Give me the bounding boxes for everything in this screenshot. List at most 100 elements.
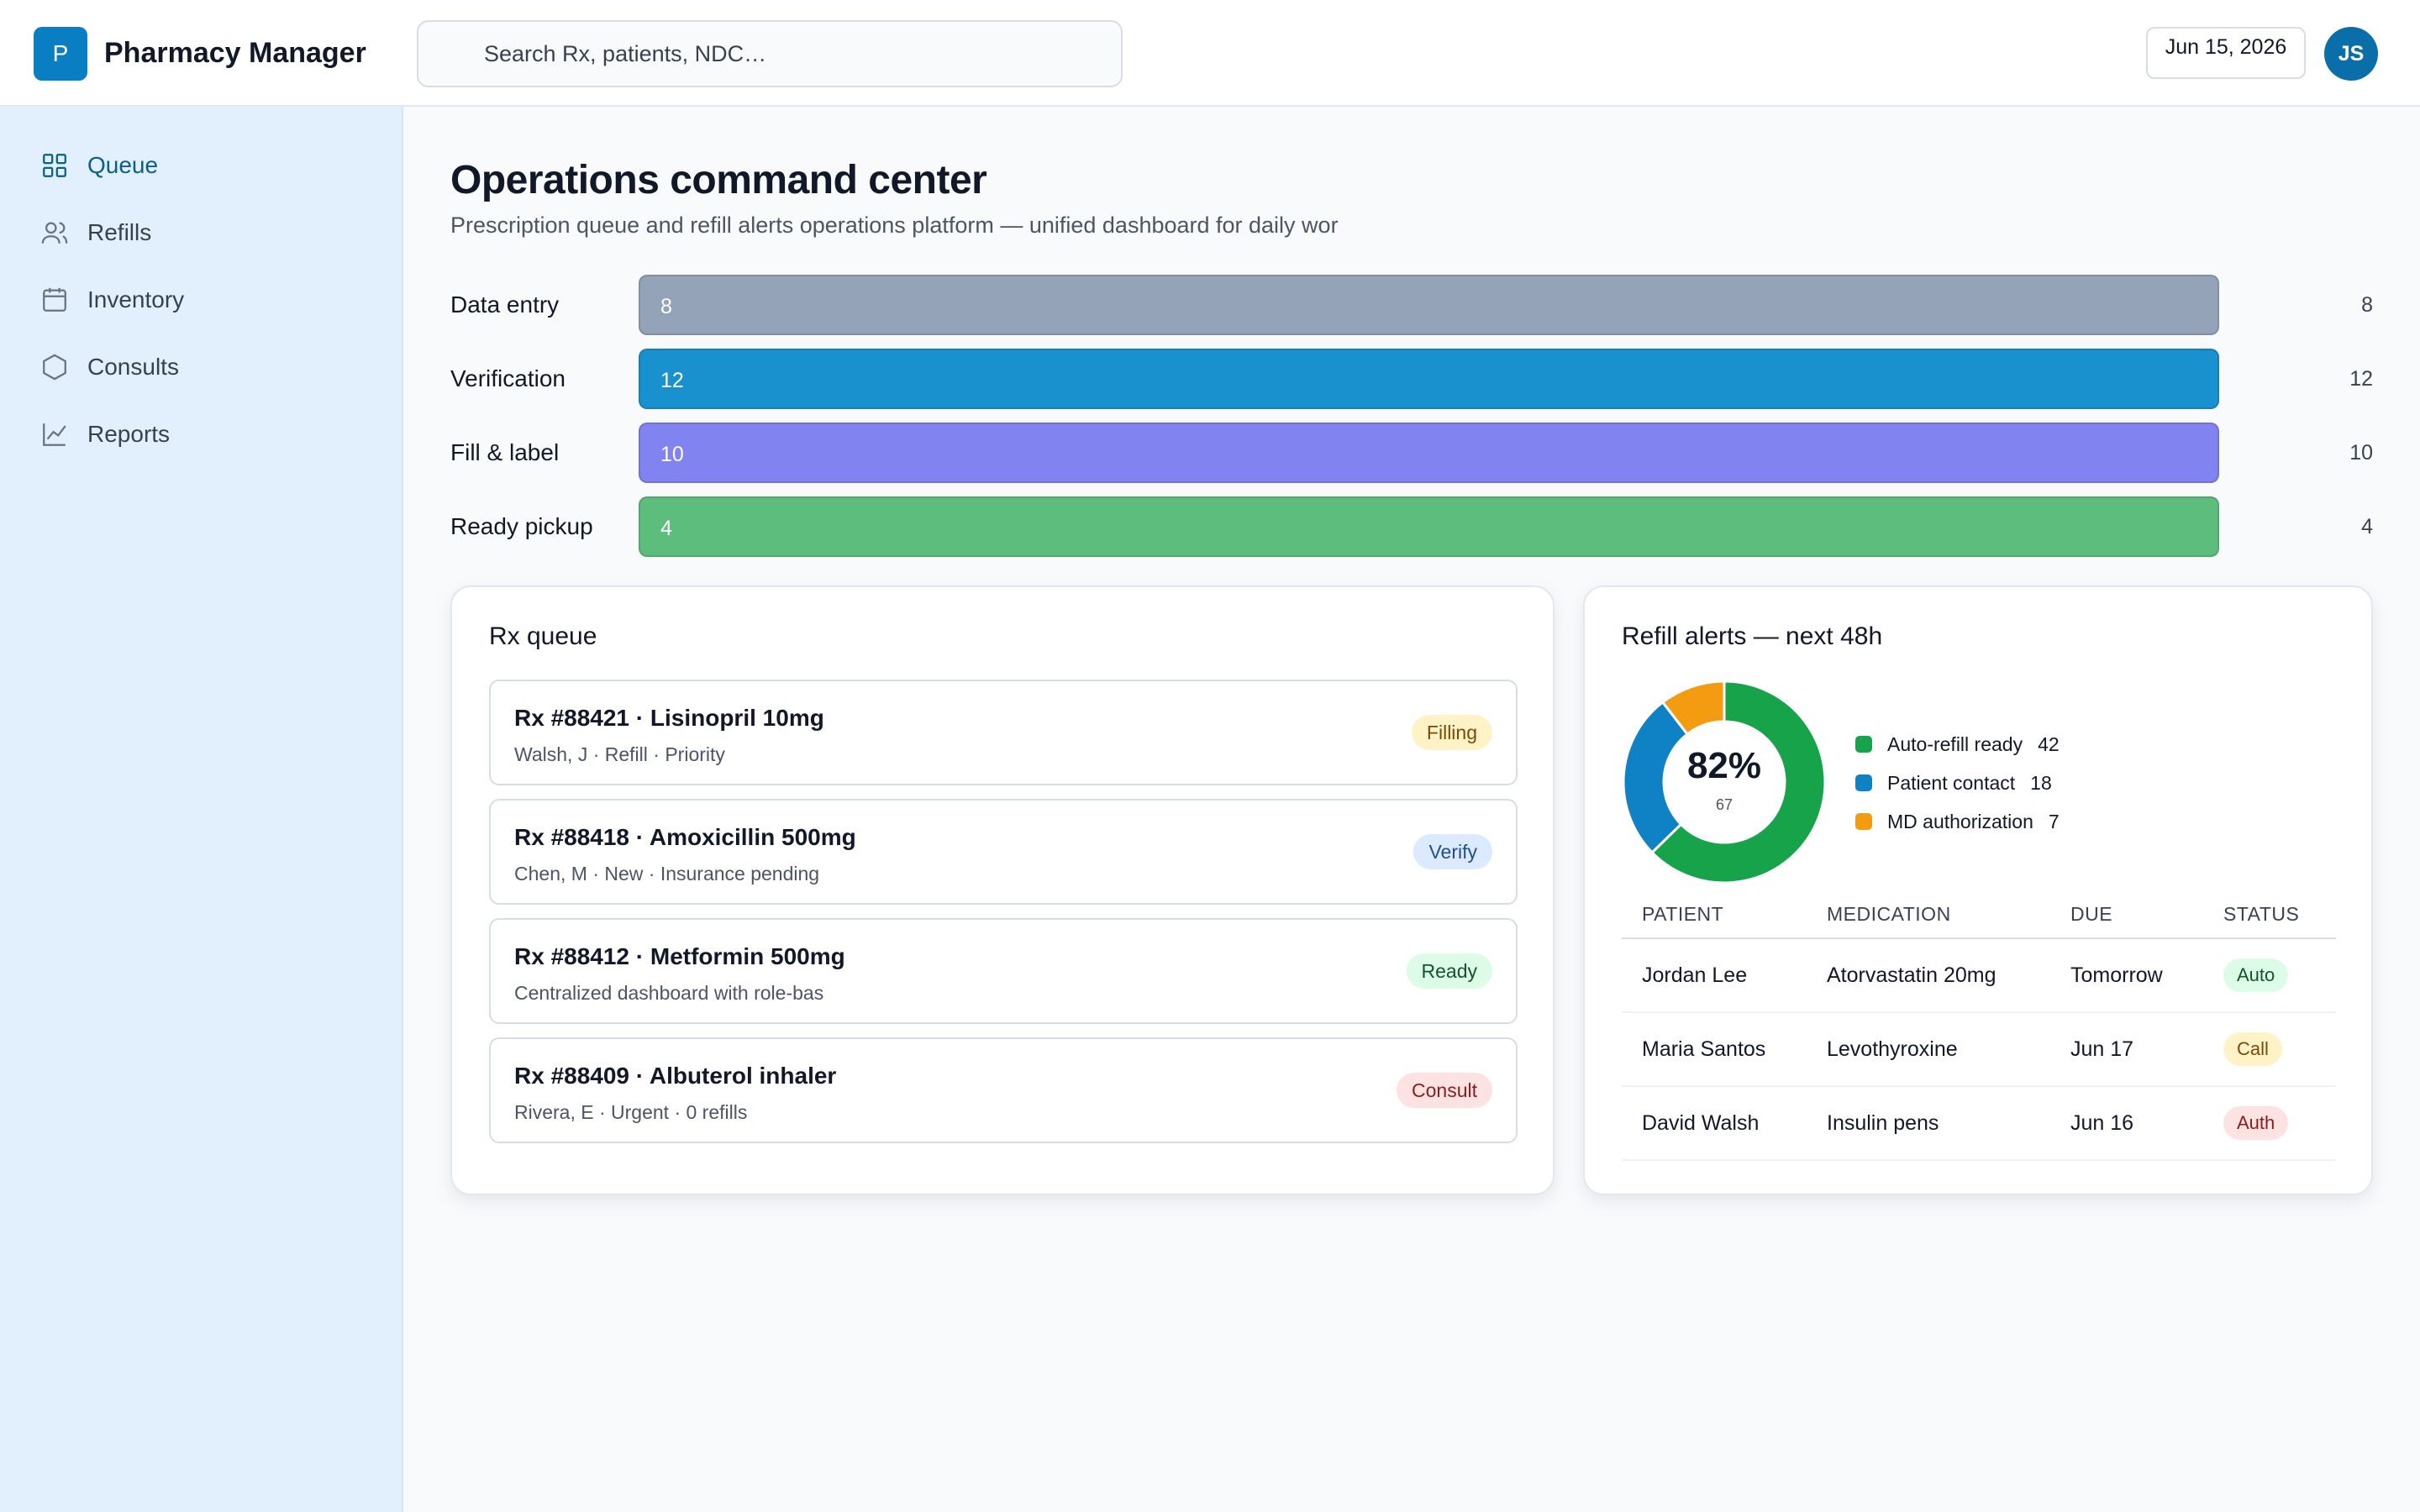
table-row[interactable]: David Walsh Insulin pens Jun 16 Auth bbox=[1622, 1086, 2336, 1161]
stage-bar[interactable]: 4 bbox=[639, 496, 2219, 557]
due-cell: Jun 17 bbox=[2050, 1012, 2203, 1087]
medication-cell: Atorvastatin 20mg bbox=[1807, 938, 2050, 1013]
sidebar-item-label: Refills bbox=[87, 219, 152, 245]
stage-bar-text: 4 bbox=[660, 517, 672, 540]
stage-label: Fill & label bbox=[450, 439, 560, 465]
sidebar-item-label: Consults bbox=[87, 354, 179, 380]
stage-count: 4 bbox=[2361, 515, 2373, 538]
donut-segment-md-authorization[interactable] bbox=[1660, 680, 1726, 737]
stage-count: 10 bbox=[2349, 441, 2373, 465]
patient-cell: Jordan Lee bbox=[1622, 938, 1807, 1013]
status-cell: Auto bbox=[2203, 938, 2336, 1013]
stage-label: Verification bbox=[450, 365, 566, 391]
legend-label: Auto-refill ready bbox=[1887, 732, 2023, 755]
status-cell: Call bbox=[2203, 1012, 2336, 1087]
status-badge: Auto bbox=[2223, 958, 2289, 992]
legend-label: MD authorization bbox=[1887, 810, 2033, 832]
rx-queue-item[interactable]: Rx #88409 · Albuterol inhaler Rivera, E … bbox=[489, 1037, 1518, 1143]
rx-item-title: Rx #88412 · Metformin 500mg bbox=[514, 943, 845, 969]
stage-row-fill-label: Fill & label 10 10 bbox=[450, 423, 2373, 483]
legend-value: 42 bbox=[2038, 732, 2060, 755]
rx-item-title: Rx #88421 · Lisinopril 10mg bbox=[514, 705, 824, 731]
legend-swatch bbox=[1855, 736, 1872, 753]
refill-alerts-card: Refill alerts — next 48h 82% 67 Auto-ref… bbox=[1583, 585, 2373, 1195]
app-logo[interactable]: P bbox=[34, 27, 87, 81]
legend-value: 7 bbox=[2048, 810, 2060, 832]
stage-bar[interactable]: 8 bbox=[639, 275, 2219, 335]
grid-icon bbox=[43, 154, 66, 177]
rx-queue-item[interactable]: Rx #88412 · Metformin 500mg Centralized … bbox=[489, 918, 1518, 1024]
column-header[interactable]: MEDICATION bbox=[1807, 891, 2050, 939]
stage-row-ready-pickup: Ready pickup 4 4 bbox=[450, 496, 2373, 557]
status-badge: Consult bbox=[1397, 1073, 1492, 1108]
legend-item: Patient contact 18 bbox=[1855, 769, 2052, 797]
stage-bar-text: 12 bbox=[660, 369, 684, 392]
sidebar-item-queue[interactable]: Queue bbox=[40, 147, 158, 184]
avatar[interactable]: JS bbox=[2324, 27, 2378, 81]
status-badge: Auth bbox=[2223, 1106, 2289, 1140]
sidebar-item-inventory[interactable]: Inventory bbox=[40, 281, 184, 318]
column-header[interactable]: PATIENT bbox=[1622, 891, 1807, 939]
rx-queue-item[interactable]: Rx #88418 · Amoxicillin 500mg Chen, M · … bbox=[489, 799, 1518, 905]
sidebar-item-consults[interactable]: Consults bbox=[40, 349, 179, 386]
rx-queue-item[interactable]: Rx #88421 · Lisinopril 10mg Walsh, J · R… bbox=[489, 680, 1518, 785]
sidebar-item-refills[interactable]: Refills bbox=[40, 214, 151, 251]
status-badge: Call bbox=[2223, 1032, 2282, 1066]
patient-cell: Maria Santos bbox=[1622, 1012, 1807, 1087]
rx-queue-title: Rx queue bbox=[489, 622, 597, 650]
status-badge: Ready bbox=[1406, 953, 1492, 989]
stage-row-verification: Verification 12 12 bbox=[450, 349, 2373, 409]
stage-count: 8 bbox=[2361, 293, 2373, 317]
refill-alerts-title: Refill alerts — next 48h bbox=[1622, 622, 1883, 650]
medication-cell: Insulin pens bbox=[1807, 1086, 2050, 1161]
status-badge: Filling bbox=[1411, 715, 1492, 750]
stage-track: 10 bbox=[639, 423, 2219, 483]
stage-bar-text: 10 bbox=[660, 443, 684, 466]
stage-label: Ready pickup bbox=[450, 513, 593, 539]
rx-item-subtitle: Rivera, E · Urgent · 0 refills bbox=[514, 1101, 748, 1123]
donut-segment-patient-contact[interactable] bbox=[1622, 700, 1690, 854]
rx-item-title: Rx #88418 · Amoxicillin 500mg bbox=[514, 824, 856, 850]
users-icon bbox=[41, 222, 68, 244]
patient-cell: David Walsh bbox=[1622, 1086, 1807, 1161]
sidebar-item-label: Queue bbox=[87, 152, 159, 178]
app-title: Pharmacy Manager bbox=[104, 37, 366, 69]
stage-bar[interactable]: 10 bbox=[639, 423, 2219, 483]
sidebar-item-reports[interactable]: Reports bbox=[40, 416, 170, 453]
medication-cell: Levothyroxine bbox=[1807, 1012, 2050, 1087]
due-cell: Tomorrow bbox=[2050, 938, 2203, 1013]
stage-label: Data entry bbox=[450, 291, 560, 318]
page-title: Operations command center bbox=[450, 158, 987, 202]
rx-queue-card: Rx queue Rx #88421 · Lisinopril 10mg Wal… bbox=[450, 585, 1555, 1195]
rx-item-title: Rx #88409 · Albuterol inhaler bbox=[514, 1063, 837, 1089]
donut-percent: 82% bbox=[1686, 745, 1762, 786]
refill-donut-chart: 82% 67 bbox=[1622, 680, 1827, 885]
status-cell: Auth bbox=[2203, 1086, 2336, 1161]
search-input[interactable] bbox=[418, 22, 1121, 86]
search-box[interactable] bbox=[417, 20, 1123, 87]
stage-bar[interactable]: 12 bbox=[639, 349, 2219, 409]
hexagon-icon bbox=[43, 354, 66, 381]
page-subtitle: Prescription queue and refill alerts ope… bbox=[450, 213, 1339, 238]
rx-item-subtitle: Centralized dashboard with role-bas bbox=[514, 982, 824, 1004]
line-chart-icon bbox=[43, 423, 66, 446]
table-row[interactable]: Jordan Lee Atorvastatin 20mg Tomorrow Au… bbox=[1622, 938, 2336, 1013]
refill-table: PATIENT MEDICATION DUE STATUS Jordan Lee… bbox=[1622, 891, 2336, 1161]
rx-item-subtitle: Chen, M · New · Insurance pending bbox=[514, 863, 820, 885]
column-header[interactable]: DUE bbox=[2050, 891, 2203, 939]
status-badge: Verify bbox=[1413, 834, 1492, 869]
top-bar: P Pharmacy Manager Jun 15, 2026 JS bbox=[0, 0, 2420, 107]
legend-swatch bbox=[1855, 813, 1872, 830]
stage-count: 12 bbox=[2349, 367, 2373, 391]
donut-total: 67 bbox=[1715, 796, 1733, 813]
stage-bar-text: 8 bbox=[660, 295, 672, 318]
legend-item: MD authorization 7 bbox=[1855, 807, 2060, 836]
table-row[interactable]: Maria Santos Levothyroxine Jun 17 Call bbox=[1622, 1012, 2336, 1087]
sidebar-item-label: Reports bbox=[87, 421, 171, 447]
rx-item-subtitle: Walsh, J · Refill · Priority bbox=[514, 743, 725, 765]
due-cell: Jun 16 bbox=[2050, 1086, 2203, 1161]
date-chip[interactable]: Jun 15, 2026 bbox=[2146, 27, 2306, 79]
stage-track: 12 bbox=[639, 349, 2219, 409]
donut-segment-auto-refill-ready[interactable] bbox=[1650, 680, 1827, 885]
column-header[interactable]: STATUS bbox=[2203, 891, 2336, 939]
